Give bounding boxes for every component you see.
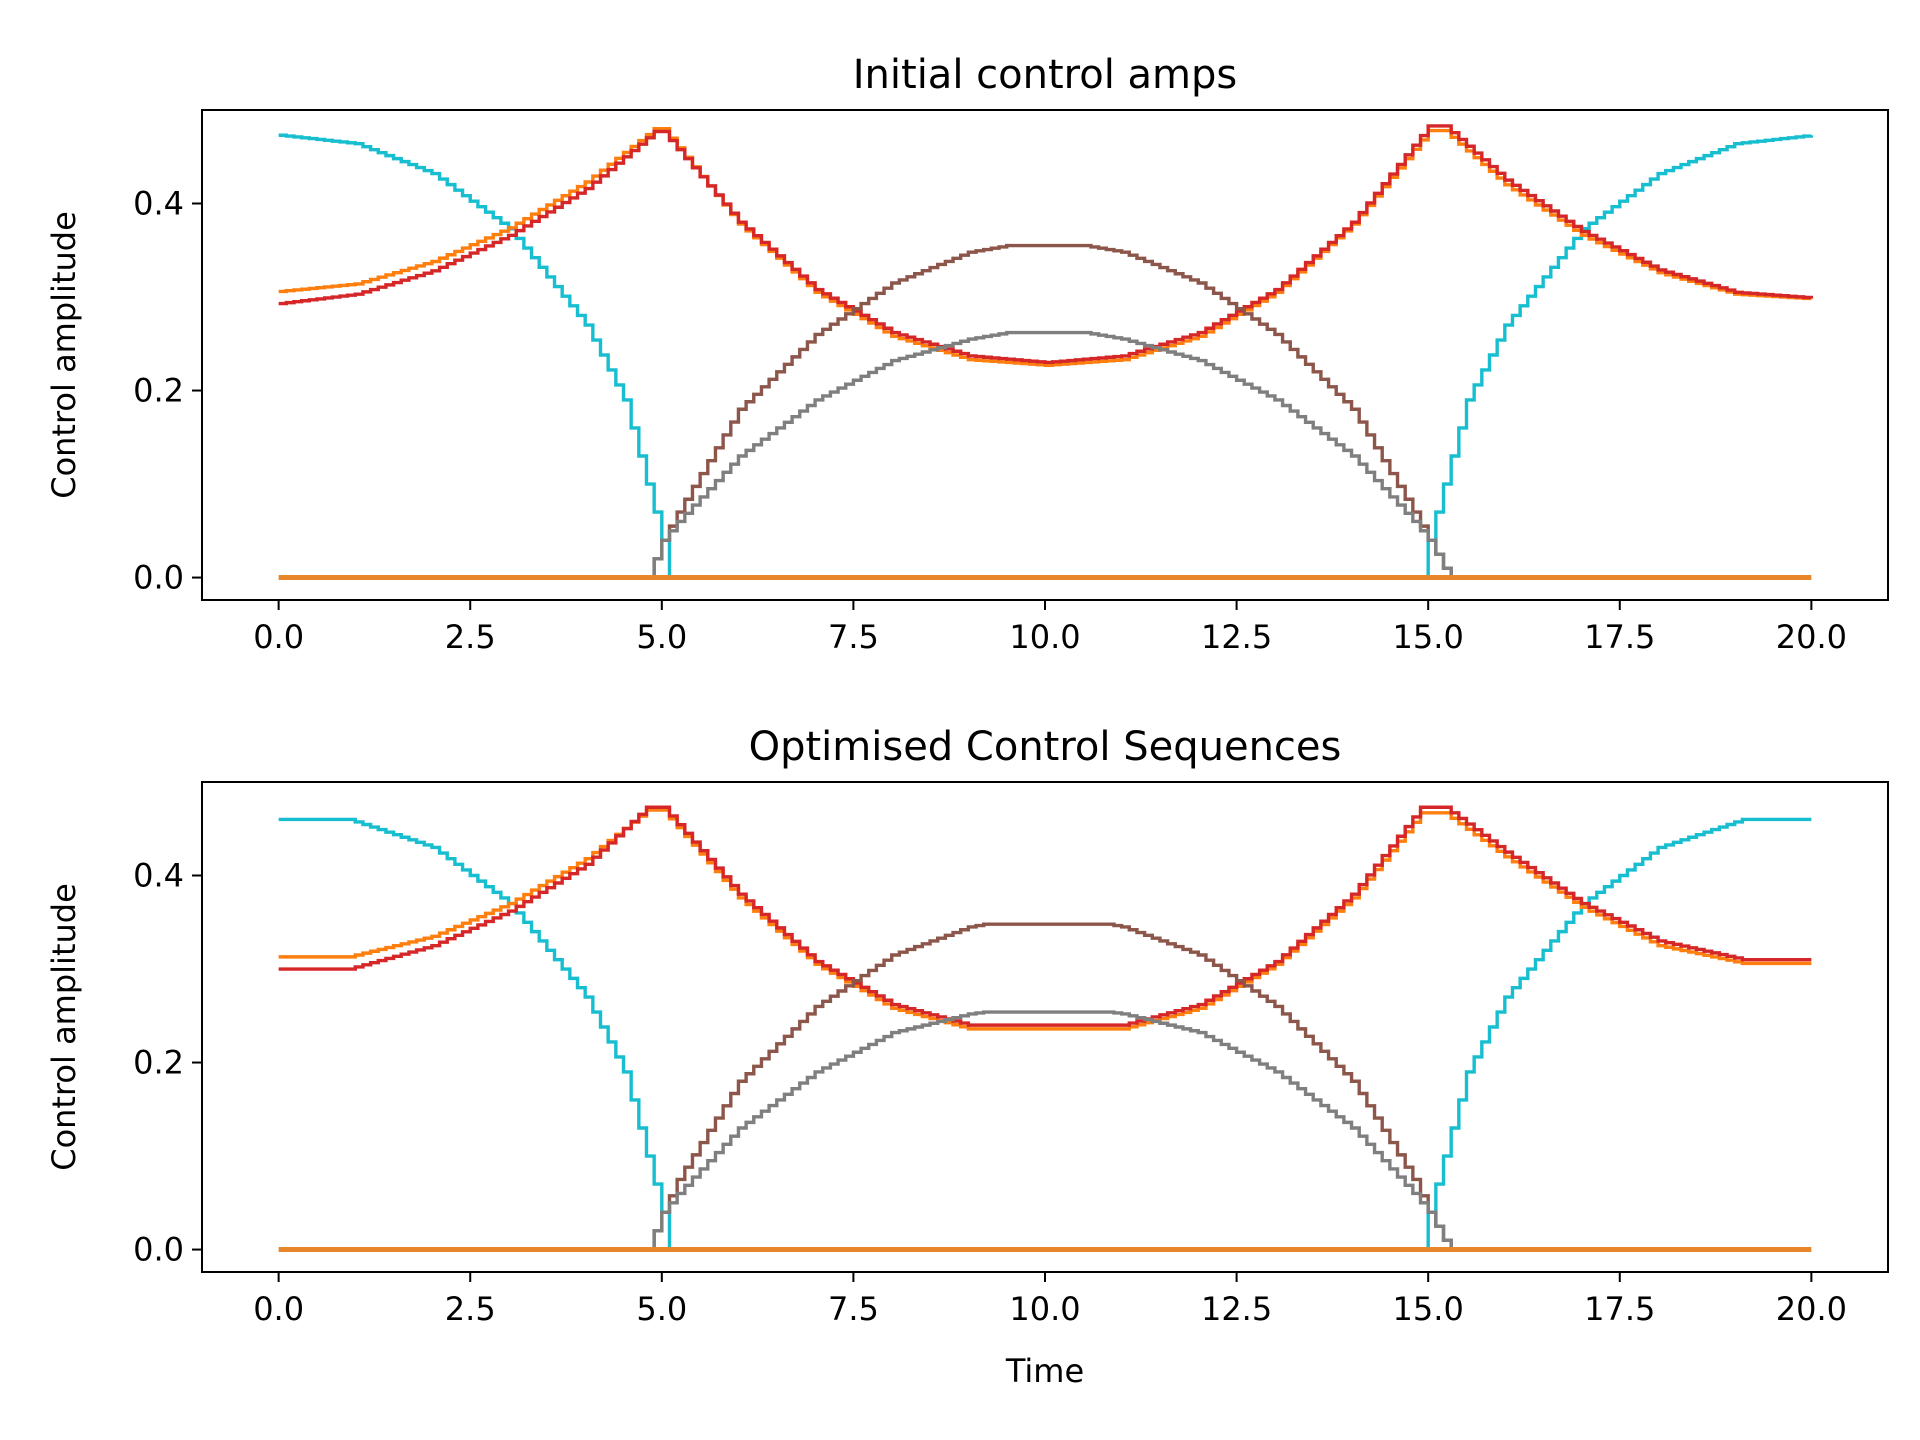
x-axis-label: Time bbox=[1005, 1352, 1084, 1390]
series-line-5 bbox=[646, 1010, 1453, 1252]
y-tick-label: 0.4 bbox=[133, 857, 184, 895]
chart-title: Optimised Control Sequences bbox=[749, 724, 1342, 770]
y-tick-label: 0.2 bbox=[133, 1044, 184, 1082]
plot-frame bbox=[201, 781, 1889, 1273]
series-line-2 bbox=[278, 126, 1814, 367]
series-line-4 bbox=[646, 922, 1453, 1252]
x-tick-label: 10.0 bbox=[1009, 618, 1080, 656]
y-tick-label: 0.0 bbox=[133, 559, 184, 597]
series-line-1 bbox=[278, 817, 1812, 1252]
chart-title: Initial control amps bbox=[853, 52, 1237, 98]
series-line-1 bbox=[278, 133, 1814, 580]
x-tick-label: 5.0 bbox=[636, 1290, 687, 1328]
x-tick-label: 0.0 bbox=[253, 1290, 304, 1328]
series-line-5 bbox=[646, 330, 1453, 580]
x-tick-label: 0.0 bbox=[253, 618, 304, 656]
series-group bbox=[278, 805, 1812, 1253]
x-tick-label: 2.5 bbox=[445, 618, 496, 656]
series-line-2 bbox=[278, 808, 1812, 1031]
x-tick-label: 20.0 bbox=[1776, 618, 1847, 656]
y-tick-label: 0.0 bbox=[133, 1231, 184, 1269]
x-tick-label: 2.5 bbox=[445, 1290, 496, 1328]
y-tick-label: 0.4 bbox=[133, 185, 184, 223]
series-line-3 bbox=[278, 124, 1814, 365]
x-tick-label: 10.0 bbox=[1009, 1290, 1080, 1328]
series-line-4 bbox=[646, 243, 1453, 580]
y-axis-label: Control amplitude bbox=[45, 883, 83, 1171]
series-line-3 bbox=[278, 805, 1812, 1027]
x-tick-label: 7.5 bbox=[828, 618, 879, 656]
x-tick-label: 12.5 bbox=[1201, 618, 1272, 656]
x-tick-label: 12.5 bbox=[1201, 1290, 1272, 1328]
x-tick-label: 15.0 bbox=[1393, 618, 1464, 656]
x-tick-label: 17.5 bbox=[1584, 618, 1655, 656]
x-tick-label: 20.0 bbox=[1776, 1290, 1847, 1328]
x-tick-label: 17.5 bbox=[1584, 1290, 1655, 1328]
y-axis-label: Control amplitude bbox=[45, 211, 83, 499]
x-tick-label: 5.0 bbox=[636, 618, 687, 656]
chart-panel-2: Optimised Control Sequences 0.0 2.5 5.0 7.5 1… bbox=[45, 724, 1889, 1390]
x-tick-label: 7.5 bbox=[828, 1290, 879, 1328]
series-group bbox=[278, 124, 1814, 581]
chart-panel-1: Initial control amps 0.0 2.5 5.0 7.5 10.0 12.5… bbox=[45, 52, 1889, 656]
x-tick-label: 15.0 bbox=[1393, 1290, 1464, 1328]
y-tick-label: 0.2 bbox=[133, 372, 184, 410]
